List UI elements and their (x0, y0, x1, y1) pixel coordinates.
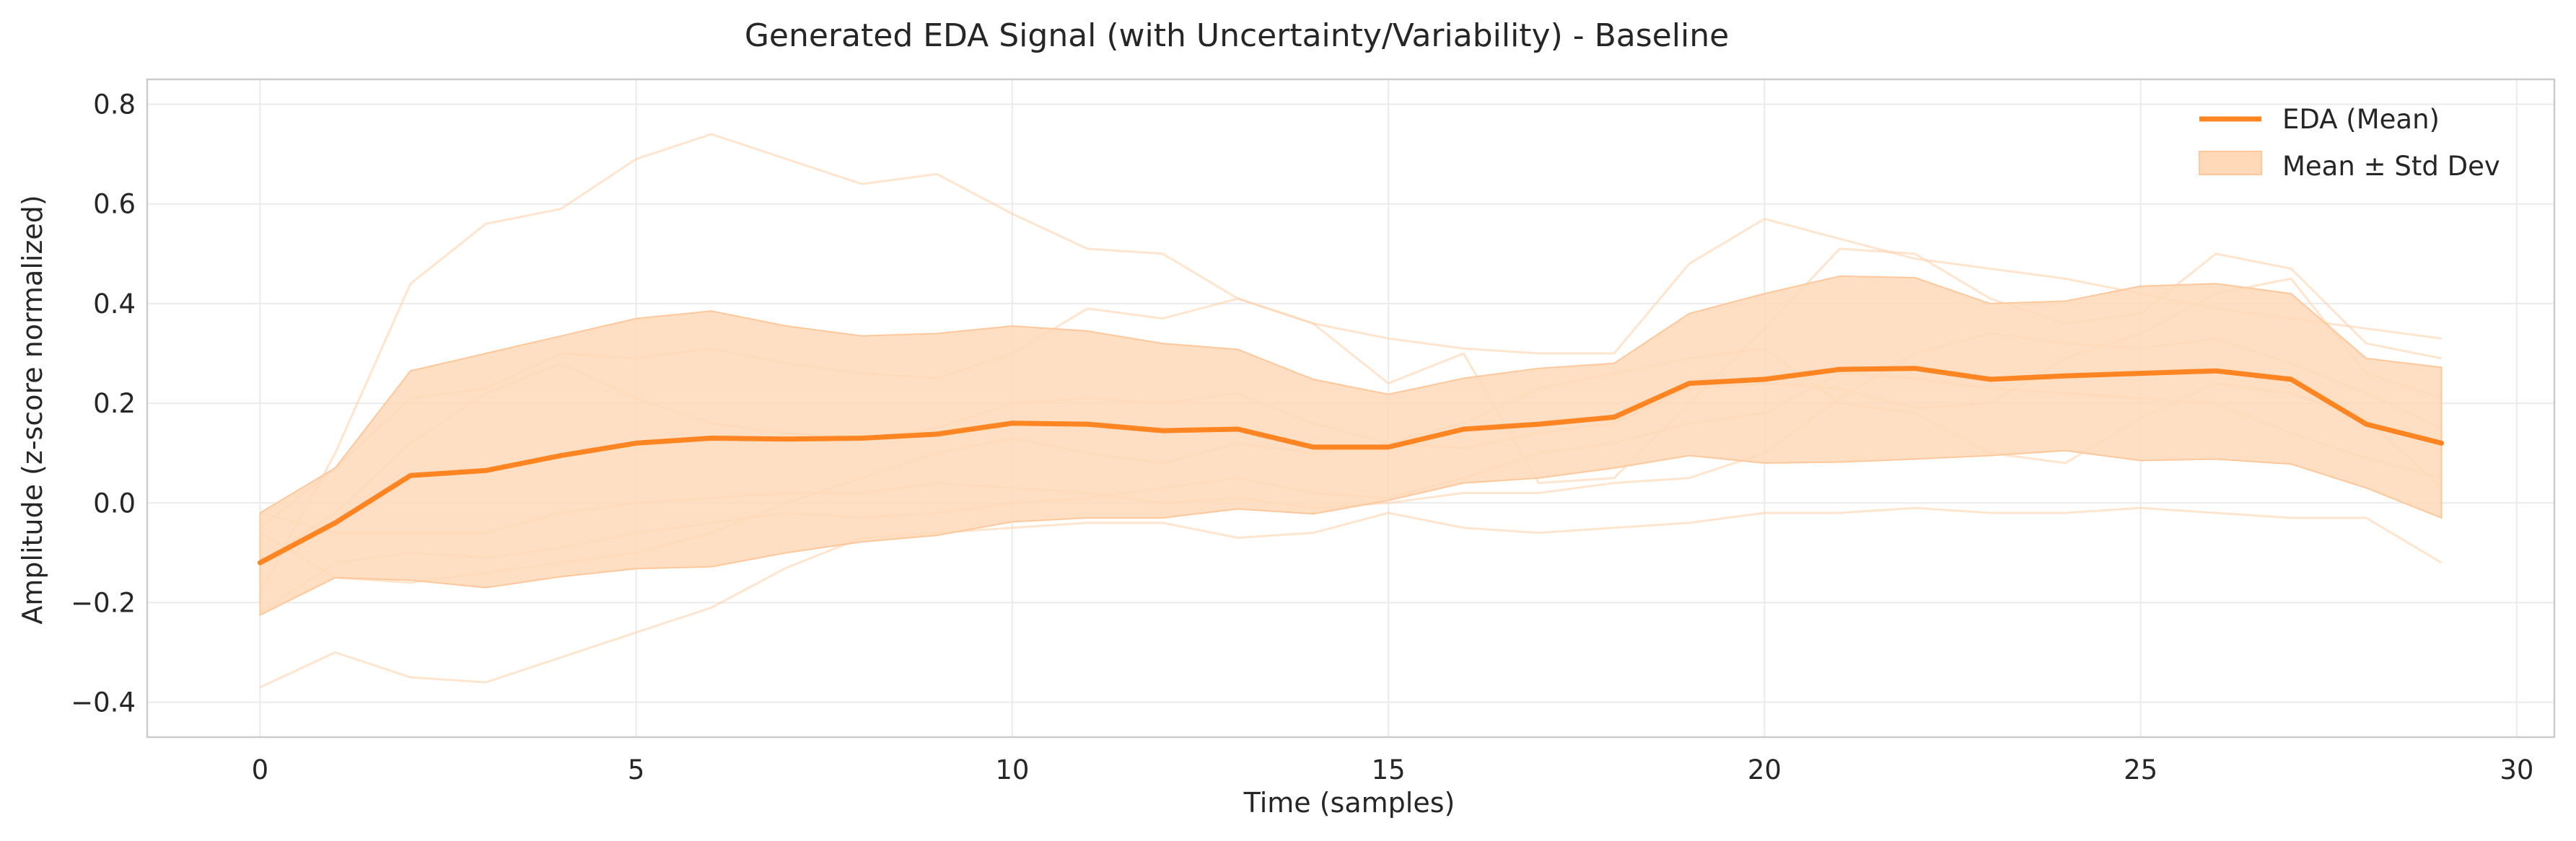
x-tick-label: 30 (2500, 754, 2533, 785)
legend-label-mean: EDA (Mean) (2282, 104, 2440, 135)
x-tick-label: 20 (1748, 754, 1782, 785)
legend-swatch-std-band (2199, 151, 2262, 175)
y-tick-label: 0.6 (93, 189, 136, 220)
y-tick-label: 0.8 (93, 89, 136, 120)
x-tick-label: 25 (2124, 754, 2157, 785)
sample-trace-line (259, 133, 2442, 594)
sample-trace-line (259, 506, 2443, 689)
legend-label-std-band: Mean ± Std Dev (2282, 151, 2500, 182)
x-axis-label: Time (samples) (1243, 787, 1455, 819)
y-axis-label: Amplitude (z-score normalized) (17, 195, 48, 624)
y-tick-label: 0.4 (93, 289, 136, 320)
plot-frame (146, 78, 2556, 739)
x-tick-label: 5 (628, 754, 645, 785)
mean-line (257, 366, 2445, 565)
x-tick-label: 10 (995, 754, 1029, 785)
y-axis-ticks: −0.4 −0.2 0.0 0.2 0.4 0.6 0.8 (71, 89, 136, 718)
y-tick-label: 0.2 (93, 388, 136, 419)
y-tick-label: −0.2 (71, 587, 136, 618)
x-tick-label: 0 (252, 754, 269, 785)
legend: EDA (Mean) Mean ± Std Dev (2199, 104, 2500, 182)
chart-title: Generated EDA Signal (with Uncertainty/V… (745, 17, 1729, 54)
x-axis-ticks: 0 5 10 15 20 25 30 (252, 754, 2534, 785)
y-tick-label: 0.0 (93, 488, 136, 519)
x-tick-label: 15 (1372, 754, 1406, 785)
y-tick-label: −0.4 (71, 687, 136, 718)
mean-line-group (257, 366, 2445, 565)
